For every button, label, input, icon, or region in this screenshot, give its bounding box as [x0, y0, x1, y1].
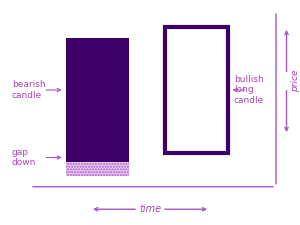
- Text: gap
down: gap down: [12, 148, 36, 167]
- Text: time: time: [139, 204, 161, 214]
- Text: price: price: [291, 70, 300, 92]
- Bar: [66, 135, 129, 176]
- Text: bearish
candle: bearish candle: [12, 80, 46, 100]
- Bar: [165, 27, 228, 153]
- Text: bullish
long
candle: bullish long candle: [234, 75, 264, 105]
- Bar: [66, 38, 129, 162]
